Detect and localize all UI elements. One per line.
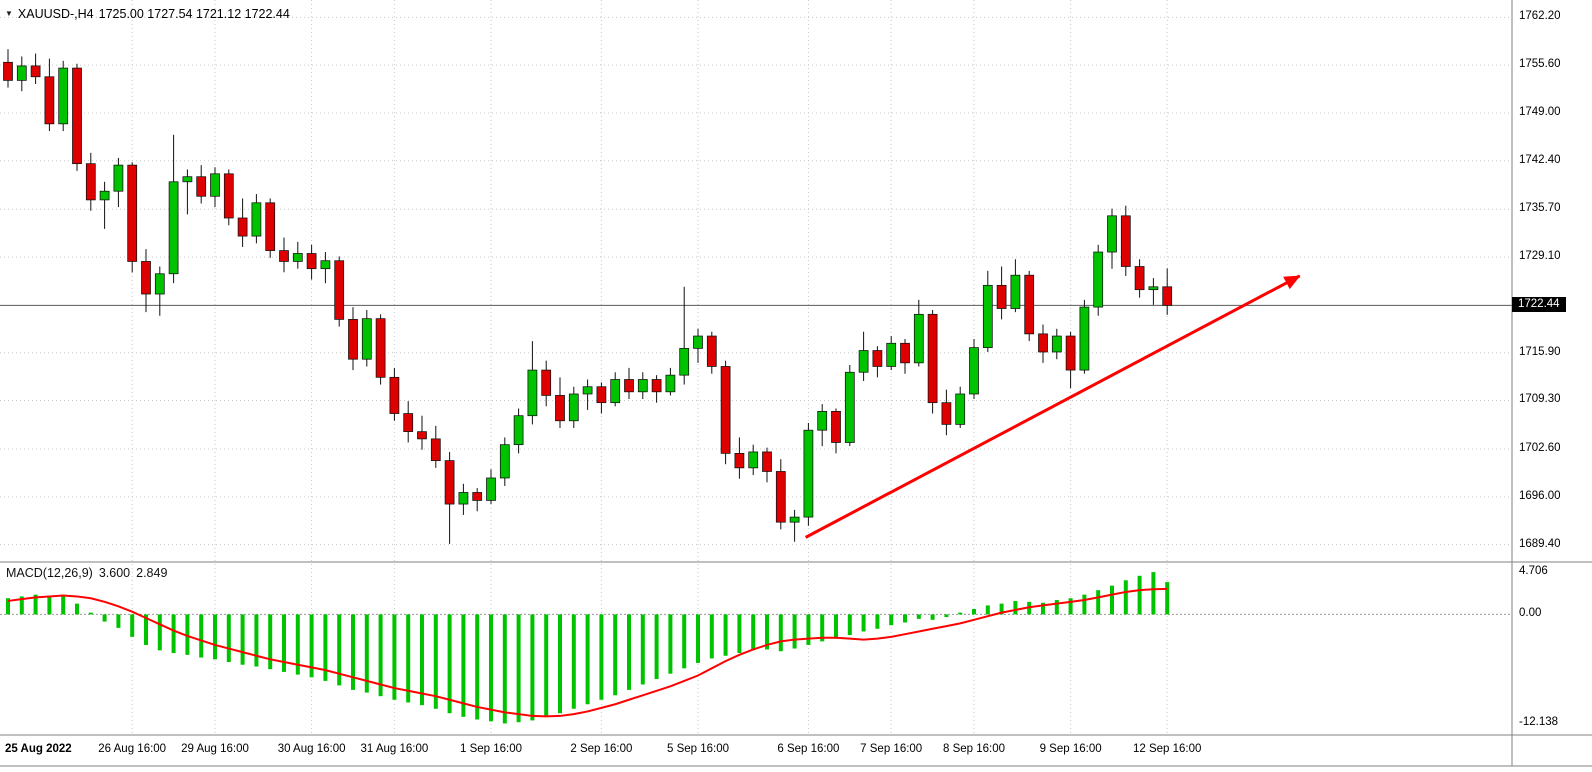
ohlc-values: 1725.00 1727.54 1721.12 1722.44 xyxy=(98,7,290,21)
macd-signal-value: 2.849 xyxy=(136,566,168,580)
macd-indicator-readout: MACD(12,26,9) 3.600 2.849 xyxy=(6,566,167,580)
current-price-tag: 1722.44 xyxy=(1512,297,1566,313)
macd-main-value: 3.600 xyxy=(98,566,131,580)
symbol-ohlc-readout: ▼ XAUUSD-,H4 1725.00 1727.54 1721.12 172… xyxy=(5,7,290,21)
chevron-down-icon[interactable]: ▼ xyxy=(5,9,13,18)
symbol-timeframe: XAUUSD-,H4 xyxy=(17,7,94,21)
macd-name: MACD(12,26,9) xyxy=(6,566,93,580)
